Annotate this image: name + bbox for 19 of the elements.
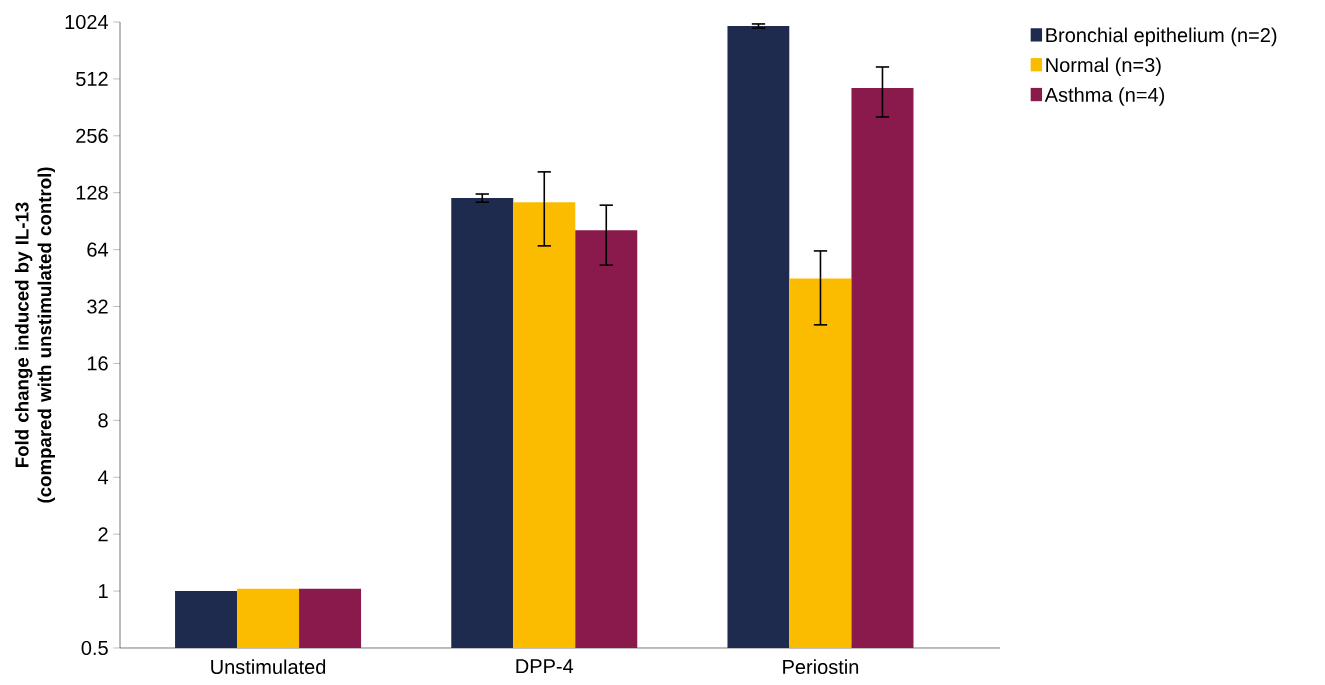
y-tick-label: 64: [87, 242, 109, 257]
y-tick-label: 32: [87, 299, 108, 314]
legend-label: Asthma (n=4): [1044, 87, 1165, 106]
y-tick-label: 1: [99, 584, 108, 598]
y-tick-label: 1024: [65, 14, 109, 30]
x-tick-label: Periostin: [783, 659, 859, 675]
y-tick-label: 8: [98, 413, 108, 428]
y-tick-label: 128: [76, 185, 108, 200]
y-tick-label: 0.5: [81, 640, 108, 656]
x-tick-label: Unstimulated: [211, 659, 326, 675]
x-tick-label: DPP-4: [516, 659, 574, 674]
legend-label: Normal (n=3): [1046, 57, 1161, 77]
y-axis-title: Fold change induced by IL-13 (compared with unstimulated control): [14, 167, 55, 503]
y-tick-label: 4: [97, 470, 109, 485]
y-tick-label: 2: [98, 527, 108, 542]
y-tick-label: 512: [76, 71, 108, 86]
y-tick-label: 16: [87, 356, 108, 371]
y-tick-label: 256: [76, 128, 108, 143]
legend-label: Bronchial epithelium (n=2): [1046, 27, 1277, 47]
